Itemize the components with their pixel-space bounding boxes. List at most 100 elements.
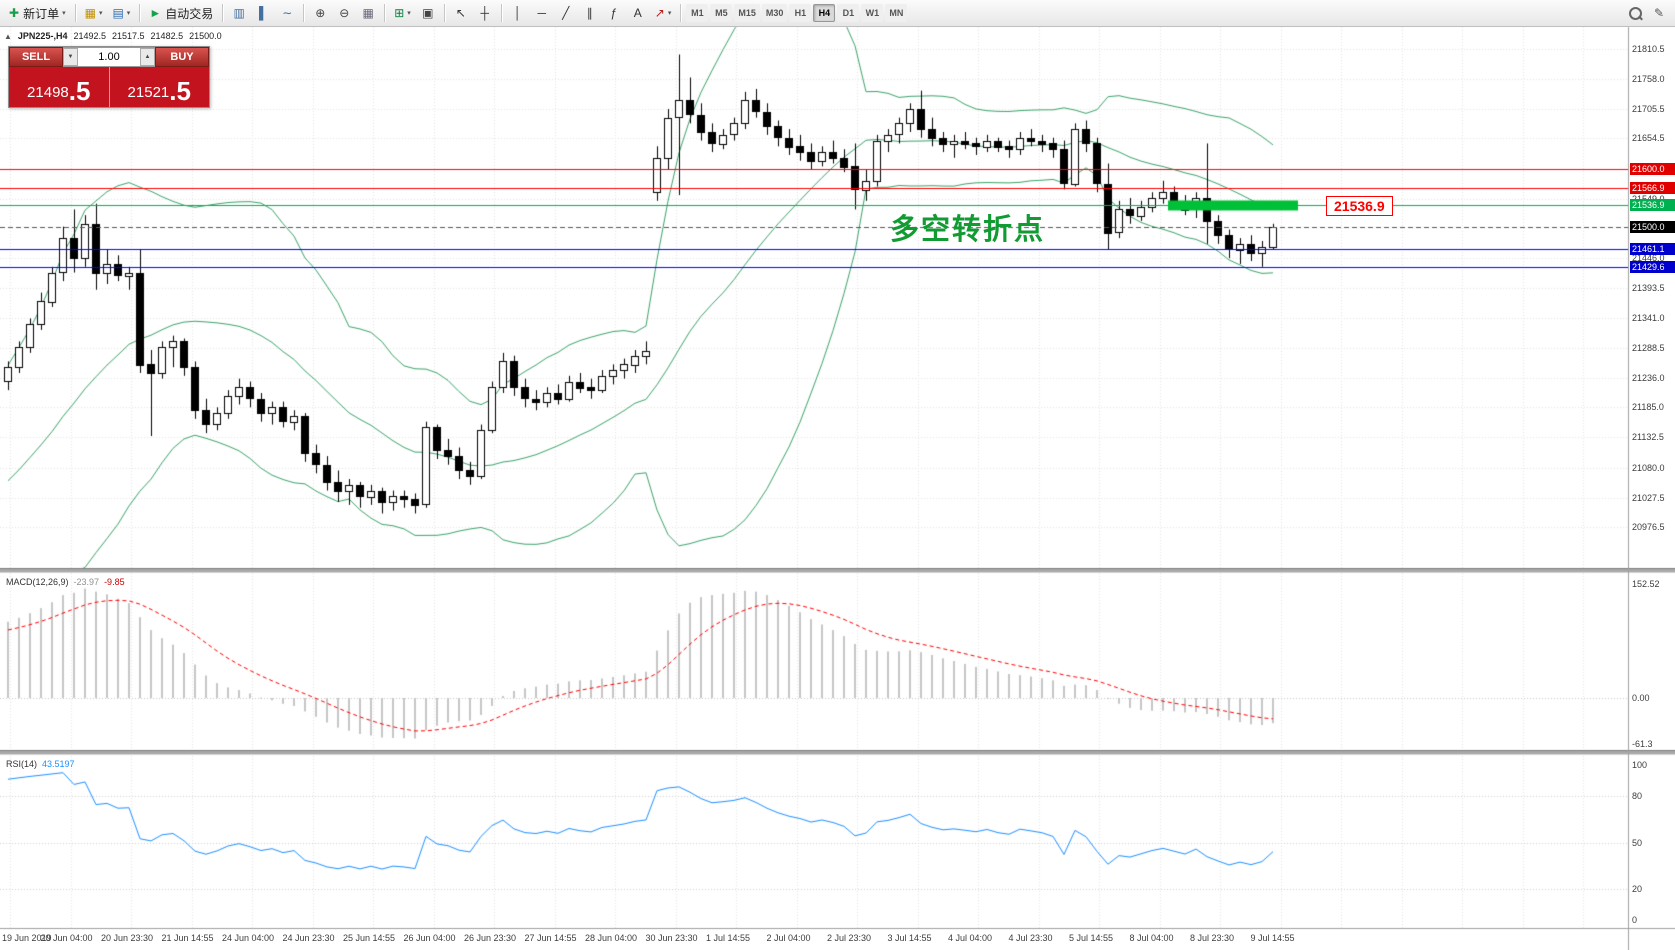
horizontal-line-icon: ─ bbox=[537, 6, 547, 20]
macd-axis-label: -61.3 bbox=[1632, 738, 1653, 749]
price-tick-label: 21758.0 bbox=[1632, 73, 1665, 84]
cursor-button[interactable]: ↖ bbox=[450, 2, 472, 24]
horizontal-line-button[interactable]: ─ bbox=[531, 2, 553, 24]
time-axis-label: 20 Jun 23:30 bbox=[101, 933, 154, 943]
bid-price-fraction: .5 bbox=[68, 76, 91, 106]
time-axis-label: 9 Jul 14:55 bbox=[1250, 933, 1295, 943]
order-ticket-icon: ✚ bbox=[9, 6, 20, 20]
timeframe-m5-button[interactable]: M5 bbox=[710, 4, 733, 22]
ask-price[interactable]: 21521.5 bbox=[110, 67, 210, 107]
text-icon: A bbox=[633, 6, 642, 20]
price-tick-label: 21027.5 bbox=[1632, 492, 1665, 503]
dropdown-caret-icon[interactable]: ▾ bbox=[407, 10, 411, 17]
time-axis[interactable]: 19 Jun 2019 20 Jun 04:00 20 Jun 23:30 21 Ju… bbox=[0, 930, 1628, 950]
price-tick-label: 21810.5 bbox=[1632, 43, 1665, 54]
price-tick-label: 21549.0 bbox=[1632, 194, 1665, 204]
timeframe-d1-button[interactable]: D1 bbox=[837, 4, 860, 22]
price-tick-label: 21446.0 bbox=[1632, 252, 1665, 263]
tile-windows-icon: ▣ bbox=[422, 6, 434, 20]
line-chart-button[interactable]: ∼ bbox=[276, 2, 298, 24]
panel-splitter-macd[interactable] bbox=[0, 568, 1675, 573]
new-order-button[interactable]: ✚ 新订单 ▾ bbox=[5, 2, 70, 24]
ohlc-high: 21517.5 bbox=[112, 31, 145, 41]
bar-chart-button[interactable]: ▥ bbox=[228, 2, 250, 24]
edit-button[interactable]: ✎ bbox=[1648, 2, 1670, 24]
price-badge: 21500.0 bbox=[1630, 220, 1675, 233]
indicators-icon: ⊞ bbox=[394, 6, 405, 20]
text-button[interactable]: A bbox=[627, 2, 649, 24]
timeframe-m15-button[interactable]: M15 bbox=[734, 4, 760, 22]
volume-increase-button[interactable]: ▲ bbox=[140, 48, 155, 66]
price-tick-label: 21132.5 bbox=[1632, 432, 1664, 443]
price-axis[interactable]: 21810.5 21758.0 21705.5 21654.5 21549.0 21446… bbox=[1630, 27, 1675, 950]
sell-button[interactable]: SELL bbox=[9, 47, 63, 67]
panel-splitter-rsi[interactable] bbox=[0, 750, 1675, 755]
toolbar-separator bbox=[443, 4, 445, 22]
arrows-button[interactable]: ↗ ▾ bbox=[651, 2, 676, 24]
macd-signal-value: -9.85 bbox=[104, 577, 125, 587]
toolbar-separator bbox=[303, 4, 305, 22]
buy-button[interactable]: BUY bbox=[155, 47, 209, 67]
price-tick-label: 21393.5 bbox=[1632, 282, 1665, 293]
fibonacci-button[interactable]: ƒ bbox=[603, 2, 625, 24]
ask-price-main: 21521 bbox=[127, 84, 170, 101]
trendline-button[interactable]: ╱ bbox=[555, 2, 577, 24]
toolbar-separator bbox=[139, 4, 141, 22]
volume-decrease-button[interactable]: ▼ bbox=[63, 48, 78, 66]
timeframe-mn-button[interactable]: MN bbox=[885, 4, 908, 22]
grid-button[interactable]: ▦ bbox=[357, 2, 379, 24]
profiles-icon: ▤ bbox=[112, 6, 124, 20]
price-callout-label[interactable]: 21536.9 bbox=[1326, 196, 1393, 216]
chart-annotation-text[interactable]: 多空转折点 bbox=[890, 214, 1046, 246]
profiles-button[interactable]: ▤ ▾ bbox=[108, 2, 134, 24]
price-tick-label: 21341.0 bbox=[1632, 312, 1665, 323]
auto-trading-button-label: 自动交易 bbox=[165, 6, 214, 21]
indicators-button[interactable]: ⊞ ▾ bbox=[390, 2, 415, 24]
time-axis-label: 24 Jun 04:00 bbox=[222, 933, 275, 943]
toolbar-separator bbox=[500, 4, 502, 22]
channel-button[interactable]: ∥ bbox=[579, 2, 601, 24]
tile-windows-button[interactable]: ▣ bbox=[417, 2, 439, 24]
line-chart-icon: ∼ bbox=[282, 6, 293, 20]
new-chart-button[interactable]: ▦ ▾ bbox=[81, 2, 107, 24]
price-badge: 21536.9 bbox=[1630, 199, 1675, 212]
rsi-axis-label: 20 bbox=[1632, 884, 1643, 894]
vertical-line-button[interactable]: │ bbox=[507, 2, 529, 24]
timeframe-w1-button[interactable]: W1 bbox=[861, 4, 884, 22]
crosshair-button[interactable]: ┼ bbox=[474, 2, 496, 24]
vertical-line-icon: │ bbox=[514, 6, 522, 20]
zoom-in-icon: ⊕ bbox=[315, 6, 326, 20]
timeframe-m1-button[interactable]: M1 bbox=[686, 4, 709, 22]
candlestick-chart-button[interactable]: ▌ bbox=[252, 2, 274, 24]
dropdown-caret-icon[interactable]: ▾ bbox=[126, 10, 131, 17]
time-axis-label: 2 Jul 04:00 bbox=[766, 933, 811, 943]
rsi-value: 43.5197 bbox=[42, 759, 75, 769]
search-button[interactable] bbox=[1624, 2, 1646, 24]
time-axis-label: 3 Jul 14:55 bbox=[887, 933, 932, 943]
timeframe-h1-button[interactable]: H1 bbox=[789, 4, 812, 22]
dropdown-caret-icon[interactable]: ▾ bbox=[98, 10, 103, 17]
zoom-out-button[interactable]: ⊖ bbox=[333, 2, 355, 24]
timeframe-h4-button[interactable]: H4 bbox=[813, 4, 836, 22]
dropdown-caret-icon[interactable]: ▾ bbox=[62, 10, 66, 17]
one-click-trading-panel: SELL ▼ ▲ BUY 21498.5 21521.5 bbox=[8, 46, 210, 108]
auto-trading-button[interactable]: ► 自动交易 bbox=[145, 2, 217, 24]
dropdown-caret-icon[interactable]: ▾ bbox=[667, 10, 672, 17]
bid-price[interactable]: 21498.5 bbox=[9, 67, 110, 107]
main-toolbar: ✚ 新订单 ▾ ▦ ▾ ▤ ▾ ► 自动交易 ▥ ▌ ∼ ⊕ ⊖ ▦ ⊞ ▾ ▣ ↖ ┼ │ ─ ╱ ∥ ƒ A ↗ ▾ M1 M5 M15… bbox=[0, 0, 1675, 27]
zoom-in-button[interactable]: ⊕ bbox=[309, 2, 331, 24]
price-tick-label: 21236.0 bbox=[1632, 373, 1665, 384]
timeframe-m30-button[interactable]: M30 bbox=[761, 4, 788, 22]
volume-input[interactable] bbox=[78, 48, 140, 66]
price-tick-label: 21288.5 bbox=[1632, 342, 1665, 353]
oneclick-toggle-icon[interactable]: ▲ bbox=[4, 31, 12, 41]
toolbar-separator bbox=[384, 4, 386, 22]
volume-stepper: ▼ ▲ bbox=[63, 47, 155, 67]
time-axis-label: 27 Jun 14:55 bbox=[524, 933, 577, 943]
rsi-axis-label: 100 bbox=[1632, 760, 1648, 770]
toolbar-separator bbox=[74, 4, 76, 22]
time-axis-label: 4 Jul 04:00 bbox=[948, 933, 993, 943]
price-tick-label: 20976.5 bbox=[1632, 521, 1665, 532]
toolbar-separator bbox=[222, 4, 224, 22]
